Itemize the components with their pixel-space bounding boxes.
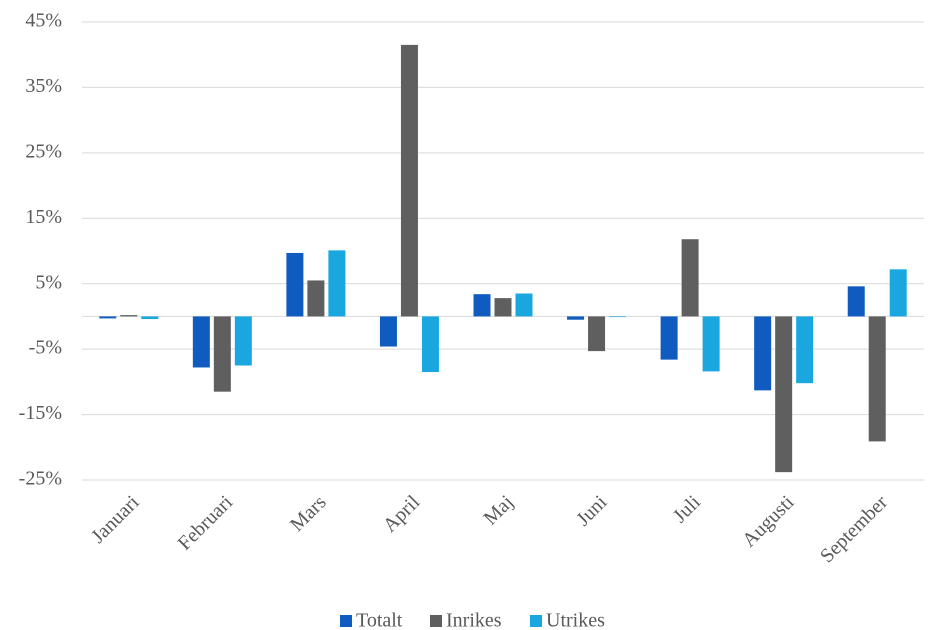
- bar: [702, 316, 720, 372]
- bar: [213, 316, 231, 392]
- bar: [609, 316, 627, 318]
- bar: [567, 316, 585, 320]
- bar: [234, 316, 252, 366]
- x-tick-label: Maj: [479, 491, 517, 529]
- bar: [307, 280, 325, 317]
- legend-swatch: [530, 615, 542, 627]
- legend-label: Utrikes: [546, 610, 605, 630]
- bar: [588, 316, 606, 352]
- bar: [868, 316, 886, 442]
- bar: [421, 316, 439, 373]
- y-tick-label: -15%: [19, 402, 62, 424]
- x-tick-label: Juni: [572, 491, 611, 530]
- y-tick-label: -25%: [19, 468, 62, 490]
- bar: [847, 286, 865, 317]
- x-tick-label: Januari: [87, 491, 144, 548]
- y-tick-label: 45%: [25, 10, 62, 32]
- y-tick-label: 35%: [25, 75, 62, 97]
- x-tick-label: Augusti: [738, 491, 799, 552]
- bar: [796, 316, 814, 384]
- bar: [775, 316, 793, 473]
- bar: [681, 239, 699, 317]
- legend-label: Inrikes: [446, 610, 502, 630]
- bar: [379, 316, 397, 347]
- bar: [473, 294, 491, 317]
- bar: [515, 293, 533, 317]
- legend-swatch: [340, 615, 352, 627]
- x-tick-label: September: [816, 491, 892, 567]
- y-tick-label: 5%: [35, 271, 62, 293]
- x-tick-label: April: [379, 491, 425, 537]
- bar: [400, 44, 418, 317]
- bar: [286, 252, 304, 317]
- bar: [141, 316, 159, 320]
- legend-swatch: [430, 615, 442, 627]
- x-tick-label: Juli: [669, 491, 705, 527]
- y-tick-label: 15%: [25, 206, 62, 228]
- bar: [754, 316, 772, 391]
- bar: [192, 316, 210, 368]
- bar: [660, 316, 678, 360]
- legend-label: Totalt: [356, 610, 403, 630]
- bar: [889, 269, 907, 317]
- x-tick-label: Februari: [174, 491, 238, 555]
- bar: [494, 298, 512, 317]
- y-tick-label: -5%: [29, 337, 62, 359]
- bar: [99, 316, 117, 319]
- x-tick-label: Mars: [286, 491, 331, 536]
- bar: [328, 250, 346, 317]
- y-tick-label: 25%: [25, 140, 62, 162]
- bar: [120, 315, 138, 317]
